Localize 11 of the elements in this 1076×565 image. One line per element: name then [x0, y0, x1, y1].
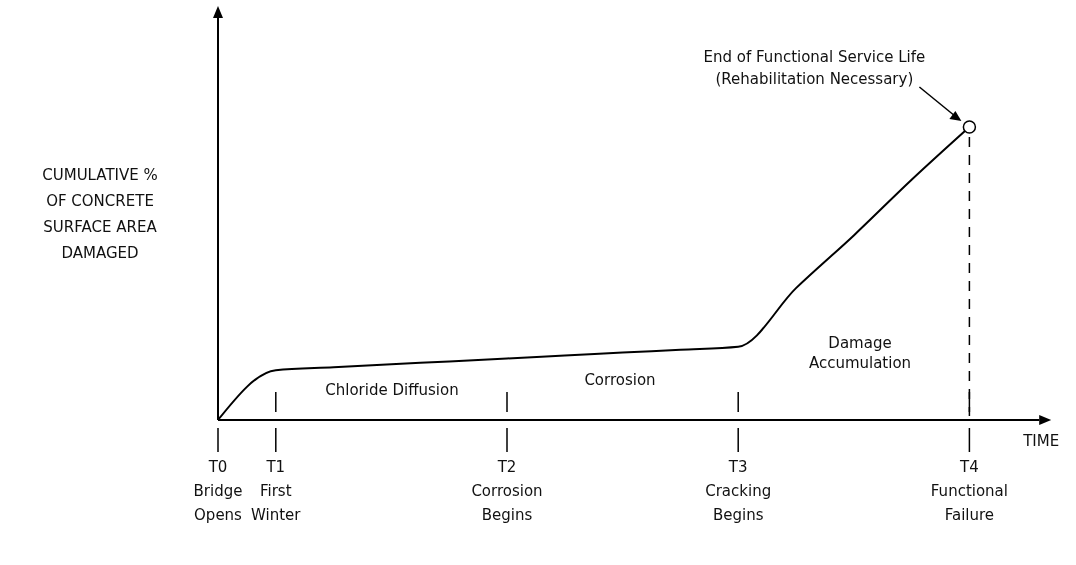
annotation: Chloride Diffusion — [325, 381, 459, 399]
y-axis-title: CUMULATIVE % OF CONCRETE SURFACE AREA DAMAGED — [42, 166, 158, 262]
x-tick-label: T1 First Winter — [251, 458, 302, 524]
annotation: Corrosion — [584, 371, 656, 389]
x-tick-label: T4 Functional Failure — [930, 458, 1008, 524]
x-tick-label: T2 Corrosion Begins — [471, 458, 543, 524]
annotation: Damage Accumulation — [808, 334, 912, 372]
text: End of Functional Service Life (Rehabilitation Necessary) — [703, 48, 926, 88]
x-tick-label: T3 Cracking Begins — [705, 458, 772, 524]
x-tick-label: T0 Bridge Opens — [193, 458, 243, 524]
x-axis-title: TIME — [1022, 432, 1060, 450]
